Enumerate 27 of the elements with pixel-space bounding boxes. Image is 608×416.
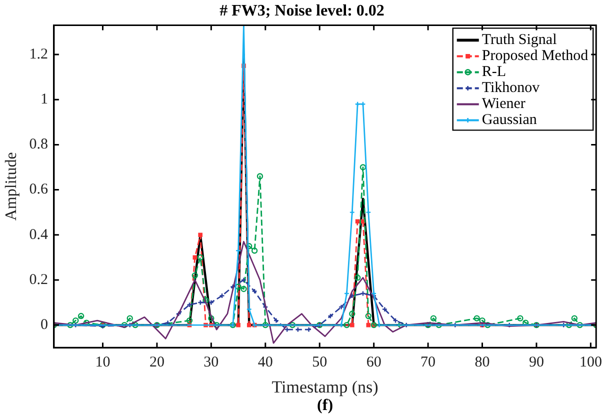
x-tick-label: 100 bbox=[579, 354, 602, 371]
y-tick-label: 1 bbox=[40, 92, 48, 108]
legend-label: Gaussian bbox=[482, 112, 538, 128]
x-tick-label: 80 bbox=[474, 354, 490, 371]
x-tick-label: 90 bbox=[528, 354, 544, 371]
legend-label: R-L bbox=[482, 64, 506, 80]
y-tick-label: 1.2 bbox=[29, 46, 48, 62]
legend-label: Truth Signal bbox=[482, 32, 557, 48]
y-tick-label: 0.2 bbox=[29, 272, 48, 288]
text: (f) bbox=[317, 397, 334, 414]
legend-label: Proposed Method bbox=[482, 48, 589, 64]
x-tick-label: 30 bbox=[204, 354, 219, 371]
x-tick-label: 50 bbox=[312, 354, 328, 371]
x-tick-label: 20 bbox=[149, 354, 164, 371]
y-tick-label: 0 bbox=[40, 316, 48, 333]
y-tick-label: 0.4 bbox=[29, 226, 48, 243]
legend-label: Wiener bbox=[482, 96, 526, 112]
y-axis-title: Amplitude bbox=[2, 152, 20, 221]
legend-label: Tikhonov bbox=[482, 80, 540, 96]
x-axis-title: Timestamp (ns) bbox=[272, 377, 378, 396]
x-tick-label: 70 bbox=[420, 354, 436, 371]
x-tick-label: 10 bbox=[95, 354, 110, 371]
y-tick-label: 0.8 bbox=[29, 136, 48, 153]
x-tick-label: 60 bbox=[366, 354, 382, 371]
y-tick-label: 0.6 bbox=[29, 182, 48, 198]
chart-title: # FW3; Noise level: 0.02 bbox=[220, 2, 384, 20]
x-tick-label: 40 bbox=[258, 354, 273, 371]
